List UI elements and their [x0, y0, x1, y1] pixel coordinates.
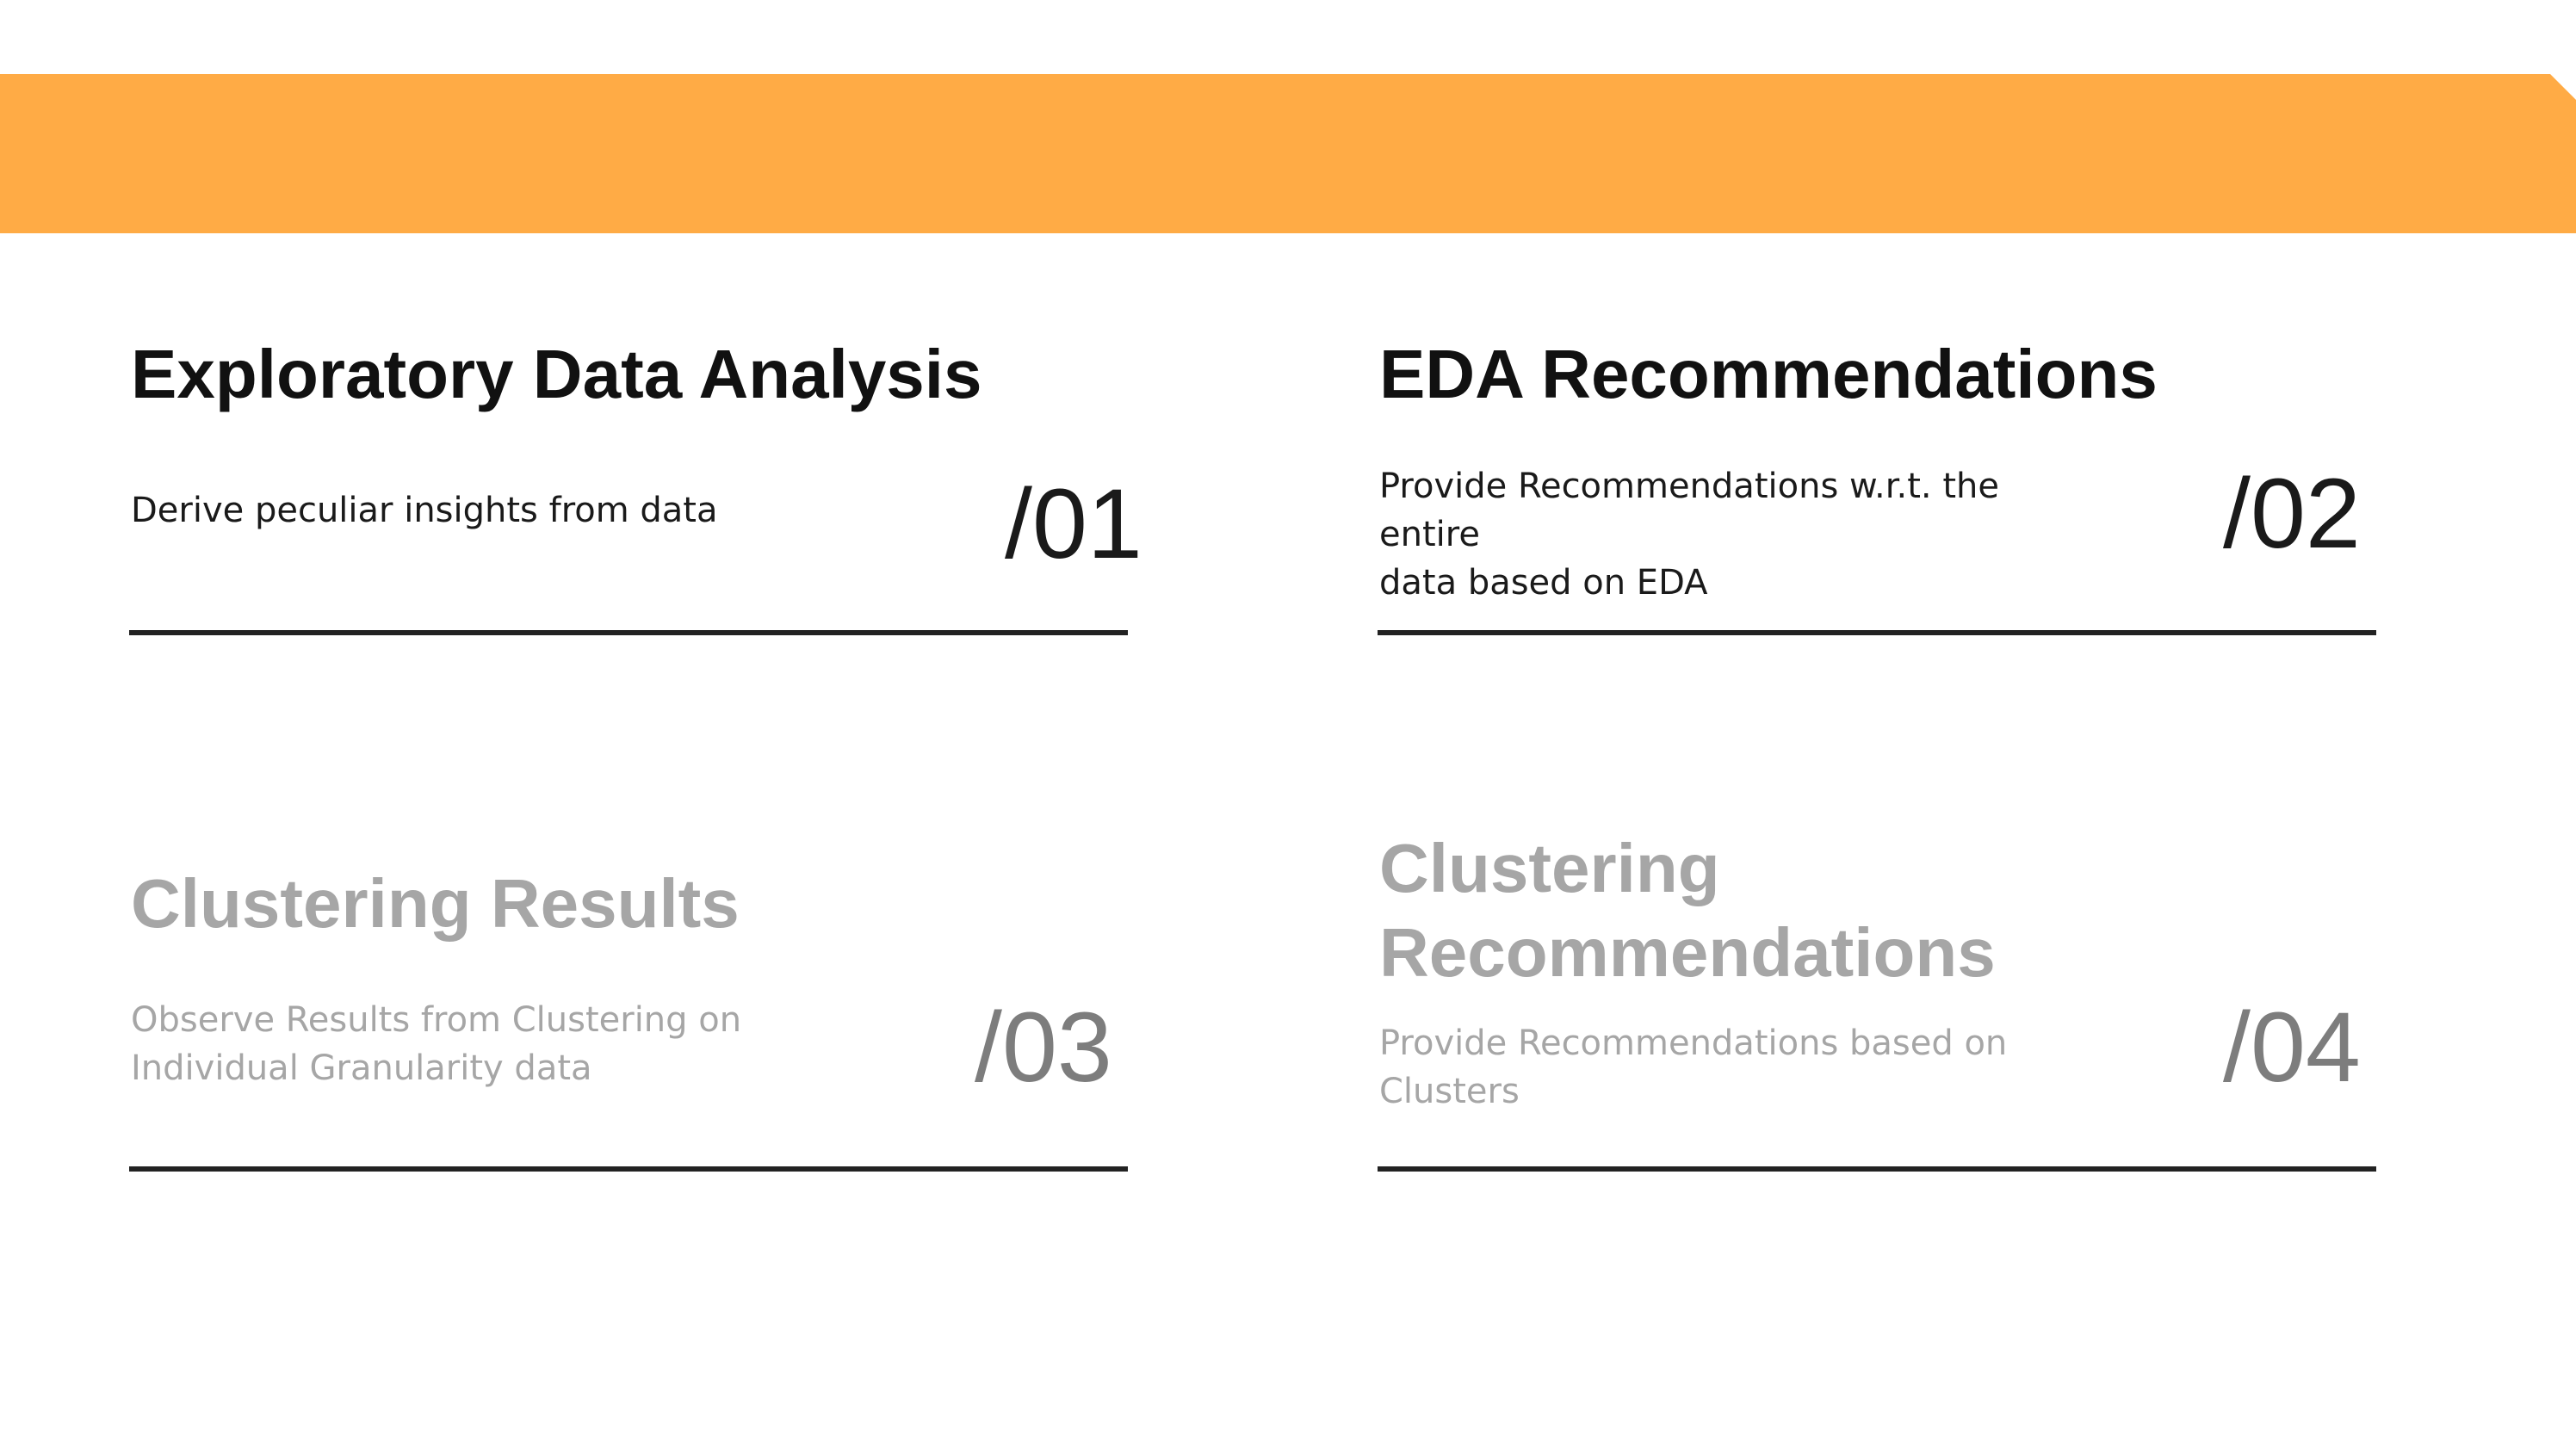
agenda-item-title: Clustering Results: [131, 865, 740, 942]
agenda-item-3: Clustering Results Observe Results from …: [129, 826, 1130, 1172]
agenda-item-description: Derive peculiar insights from data: [131, 491, 718, 530]
agenda-item-2: EDA Recommendations Provide Recommendati…: [1378, 327, 2378, 637]
divider-line: [129, 630, 1128, 635]
agenda-item-title: EDA Recommendations: [1379, 336, 2158, 412]
agenda-item-description: Provide Recommendations w.r.t. the entir…: [1379, 467, 1999, 603]
agenda-item-number: /02: [2223, 459, 2361, 569]
agenda-item-4: Clustering Recommendations Provide Recom…: [1378, 826, 2378, 1172]
divider-line: [1378, 630, 2376, 635]
agenda-item-number: /04: [2223, 992, 2361, 1103]
agenda-item-number: /03: [975, 992, 1112, 1103]
agenda-item-description: Provide Recommendations based on Cluster…: [1379, 1023, 2008, 1111]
agenda-item-1: Exploratory Data Analysis Derive peculia…: [129, 327, 1142, 637]
agenda-item-title: Exploratory Data Analysis: [131, 336, 982, 412]
agenda-item-number: /01: [1005, 469, 1142, 579]
header-banner: [0, 74, 2576, 233]
agenda-item-title: Clustering Recommendations: [1379, 830, 1996, 991]
divider-line: [1378, 1166, 2376, 1172]
agenda-item-description: Observe Results from Clustering on Indiv…: [131, 1000, 742, 1088]
divider-line: [129, 1166, 1128, 1172]
